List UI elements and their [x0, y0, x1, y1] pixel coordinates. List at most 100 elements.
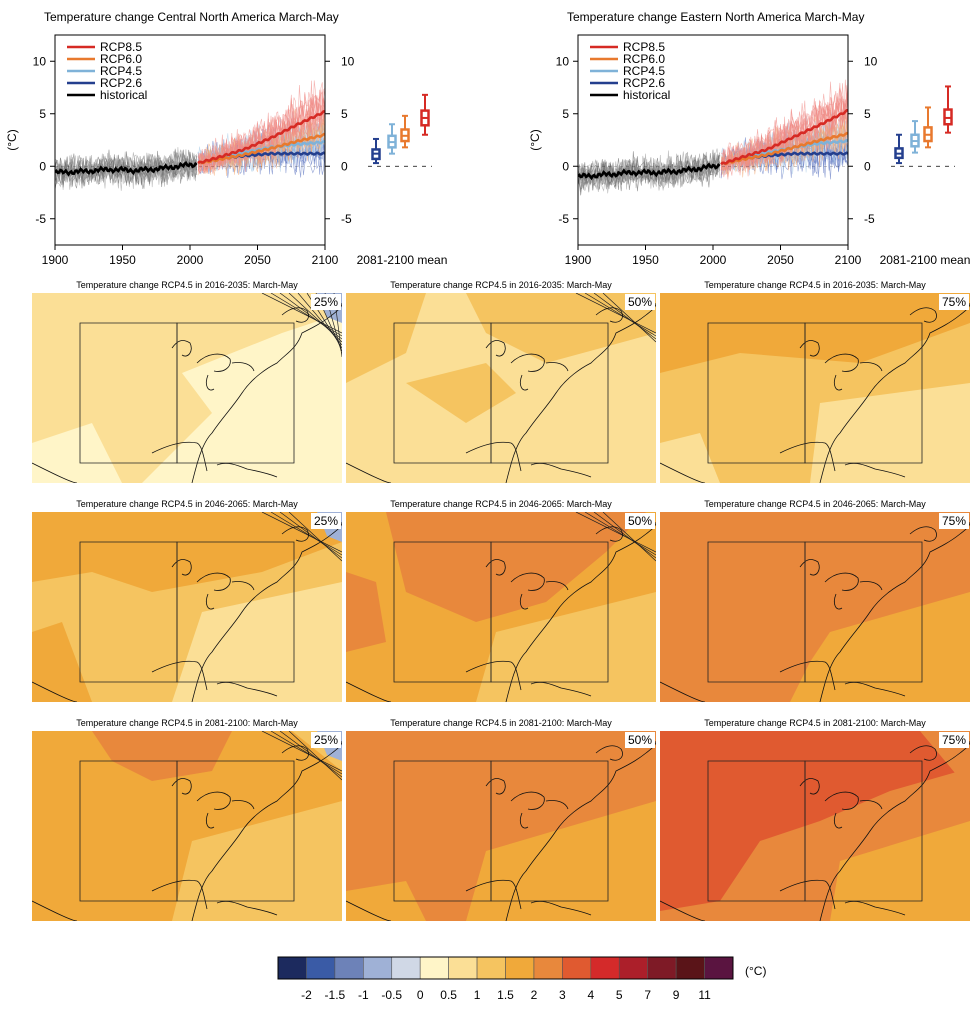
hatch-line	[593, 512, 656, 559]
ts-title-eastern: Temperature change Eastern North America…	[567, 10, 865, 24]
map-title: Temperature change RCP4.5 in 2016-2035: …	[390, 280, 612, 290]
colorbar-swatch	[704, 956, 734, 980]
colorbar-label: -1	[358, 988, 369, 1002]
percentile-label: 50%	[624, 732, 655, 748]
region-box-eastern	[804, 760, 923, 902]
hatch-line	[279, 512, 342, 559]
map-title: Temperature change RCP4.5 in 2081-2100: …	[390, 718, 612, 728]
colorbar-swatch	[419, 956, 449, 980]
colorbar-label: 0	[417, 988, 424, 1002]
map-contour-region	[386, 512, 646, 622]
map-contour-region	[92, 731, 232, 781]
hatch-line	[575, 512, 656, 553]
percentile-label: 50%	[624, 513, 655, 529]
hatch-line	[270, 512, 342, 556]
coastline	[151, 879, 208, 910]
map-contour-region	[660, 731, 970, 911]
coastline	[799, 340, 883, 391]
y-tick-label: -5	[864, 212, 875, 226]
rcp85-member-line	[197, 80, 325, 174]
map-panel: 50%	[346, 293, 656, 483]
colorbar-swatch	[277, 956, 307, 980]
colorbar-label: -0.5	[381, 988, 402, 1002]
coastline	[32, 462, 78, 483]
coastline	[171, 340, 255, 391]
region-box-eastern	[176, 760, 295, 902]
legend-label: RCP6.0	[623, 52, 665, 66]
mean-period-label: 2081-2100 mean	[357, 253, 448, 267]
coastline	[485, 559, 569, 610]
legend-label: RCP8.5	[100, 40, 142, 54]
colorbar-label: 1	[474, 988, 481, 1002]
y-tick-label: 5	[864, 107, 871, 121]
y-tick-label: 0	[562, 159, 569, 173]
legend-label: RCP6.0	[100, 52, 142, 66]
coastline	[32, 900, 78, 921]
rcp60-boxplot	[400, 114, 410, 149]
colorbar-swatch	[505, 956, 535, 980]
y-tick-label: 10	[33, 54, 47, 68]
colorbar-label: 5	[616, 988, 623, 1002]
coastline	[32, 681, 78, 702]
map-contour-region	[346, 572, 386, 652]
coastline	[151, 441, 208, 472]
colorbar-swatch	[590, 956, 620, 980]
map-svg	[32, 512, 342, 702]
map-svg	[32, 731, 342, 921]
map-contour-region	[346, 293, 426, 383]
colorbar-label: 0.5	[440, 988, 457, 1002]
map-hatching	[261, 512, 342, 562]
colorbar-swatch	[562, 956, 592, 980]
hatch-line	[261, 293, 342, 334]
map-svg	[660, 512, 970, 702]
rcp85-member-line	[197, 89, 325, 174]
coastline	[595, 307, 623, 323]
y-tick-label: 5	[341, 107, 348, 121]
ts-plot-area	[578, 79, 848, 196]
coastline	[465, 441, 522, 472]
map-panel: 25%	[32, 731, 342, 921]
region-box-eastern	[490, 760, 609, 902]
coastline	[505, 521, 656, 702]
hatch-line	[584, 512, 656, 556]
map-contour-region	[660, 293, 970, 373]
coastline	[465, 879, 522, 910]
percentile-label: 50%	[624, 294, 655, 310]
colorbar-label: 9	[673, 988, 680, 1002]
coastline	[465, 660, 522, 691]
coastline	[779, 879, 836, 910]
hatch-line	[593, 293, 656, 340]
colorbar-label: -2	[301, 988, 312, 1002]
coastline	[799, 559, 883, 610]
percentile-label: 25%	[310, 732, 341, 748]
colorbar-swatch	[391, 956, 421, 980]
historical-mean-line	[55, 160, 198, 177]
rcp45-boxplot	[910, 120, 920, 154]
legend-label: RCP4.5	[100, 64, 142, 78]
y-tick-label: -5	[558, 212, 569, 226]
map-svg	[346, 293, 656, 483]
map-contour-region	[466, 293, 656, 363]
map-panel: 50%	[346, 731, 656, 921]
map-hatching	[261, 731, 342, 781]
historical-member-line	[578, 152, 721, 192]
coastline	[346, 900, 392, 921]
map-hatching	[575, 512, 656, 562]
legend-label: RCP2.6	[100, 76, 142, 90]
map-svg	[660, 293, 970, 483]
map-panel: 25%	[32, 293, 342, 483]
legend-label: RCP4.5	[623, 64, 665, 78]
y-tick-label: -5	[341, 212, 352, 226]
x-tick-label: 2100	[835, 253, 862, 267]
rcp85-mean-line	[720, 109, 848, 166]
map-contour-region	[172, 801, 342, 921]
map-contour-region	[172, 582, 342, 702]
y-tick-label: 0	[864, 159, 871, 173]
coastline	[844, 462, 906, 478]
region-box-eastern	[490, 541, 609, 683]
hatch-line	[279, 731, 342, 778]
colorbar-unit: (°C)	[745, 964, 766, 978]
legend-label: historical	[623, 88, 670, 102]
map-svg	[346, 731, 656, 921]
rcp85-mean-line	[197, 110, 325, 165]
